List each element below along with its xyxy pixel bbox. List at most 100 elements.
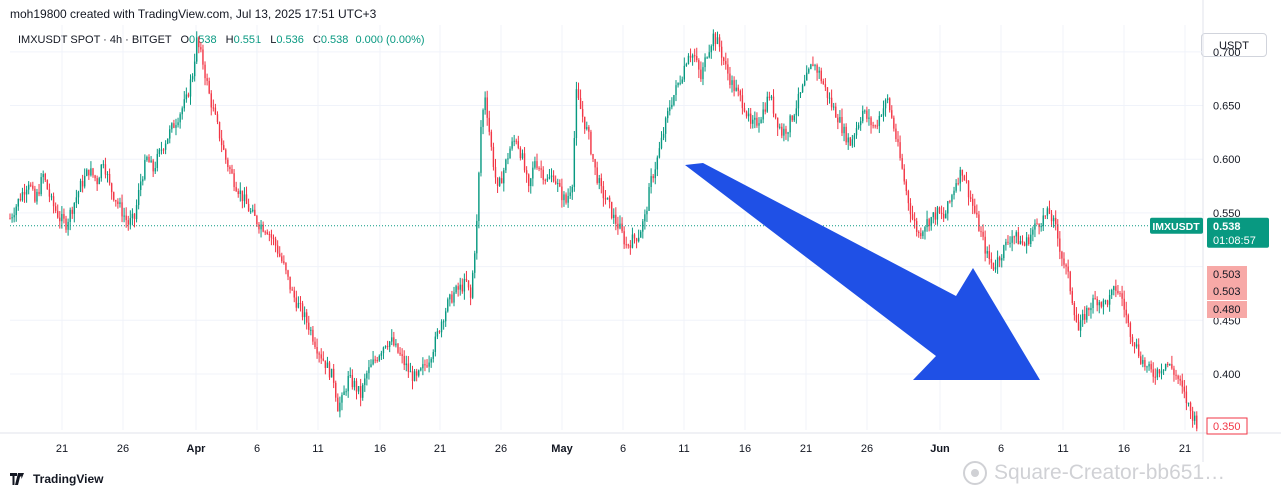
candle [376,356,378,363]
candle [779,123,781,130]
candle [637,229,640,243]
candle [789,114,791,138]
candle [83,168,86,189]
candle [1160,363,1163,380]
candle [725,52,727,70]
candle [814,63,816,71]
candle [752,115,754,129]
candle [102,160,105,169]
candle [235,181,237,192]
candle [503,167,505,192]
candle [785,125,787,140]
candle [519,146,522,161]
candle [187,92,190,98]
candle [754,111,756,129]
candle [123,207,125,223]
candle [391,329,393,346]
svg-text:0.503: 0.503 [1213,269,1241,281]
creator-caption: moh19800 created with TradingView.com, J… [10,7,377,21]
candle [953,186,955,200]
candle [683,57,686,82]
candle [1121,285,1123,307]
candle [967,180,970,206]
candle [494,158,497,184]
candle [463,273,466,300]
candle [154,161,156,175]
y-tick-label: 0.600 [1213,154,1241,166]
x-tick-label: Apr [187,443,207,455]
candle [783,123,785,142]
candle [828,92,831,104]
candle [835,102,837,118]
candle [851,134,854,148]
candle [160,141,163,155]
candle [1003,244,1005,261]
candle [1140,351,1142,365]
candle [21,187,24,202]
candle [878,111,881,134]
candle [760,116,762,124]
candle [876,119,878,130]
x-tick-label: 26 [495,443,507,455]
candle [1154,368,1156,385]
candle [855,121,858,139]
candle [781,123,783,139]
candle [249,208,252,214]
symbol-legend: IMXUSDT SPOT · 4h · BITGET O0.538 H0.551… [18,34,425,46]
candle [117,198,119,209]
candle [274,236,277,253]
candle [959,166,961,192]
candle [648,183,650,211]
candle [461,278,464,294]
candle [424,359,426,372]
candle [90,161,92,177]
binance-square-icon [962,460,988,486]
candle [577,82,580,100]
candle [401,348,403,364]
candle [272,234,275,246]
tradingview-brand[interactable]: TradingView [10,472,103,486]
candle [339,396,341,418]
candle [1152,362,1154,383]
candle [79,178,82,193]
currency-button[interactable]: USDT [1201,33,1267,57]
candle [797,87,800,117]
level-tag: 0.480 [1207,301,1247,318]
candle [743,102,746,113]
legend-symbol[interactable]: IMXUSDT SPOT · 4h · BITGET [18,34,172,46]
candle [1069,270,1071,295]
candle [527,173,530,193]
candle [691,53,694,66]
candle [557,178,559,192]
candle [774,113,777,120]
candle [747,107,750,122]
candle [530,177,532,194]
candle [606,197,609,200]
candle [920,227,922,240]
candle [206,73,208,86]
candle [971,193,974,215]
candle [945,210,947,219]
candle [1075,307,1078,323]
candle [517,135,520,150]
candle [872,121,874,129]
candle [548,168,551,180]
candle [891,105,893,119]
candle [42,170,44,184]
level-tag: 0.503 [1207,283,1247,300]
candle [521,149,524,160]
candle [1015,230,1017,244]
candle [245,186,248,205]
candle [1162,369,1165,375]
candle [1173,365,1175,382]
candle [297,296,300,309]
candle [654,161,656,185]
candle [247,198,250,212]
candle [1150,360,1152,373]
candle [735,79,737,92]
candle [830,89,833,111]
candle [619,215,621,230]
candle [214,103,217,115]
candle [579,89,582,110]
